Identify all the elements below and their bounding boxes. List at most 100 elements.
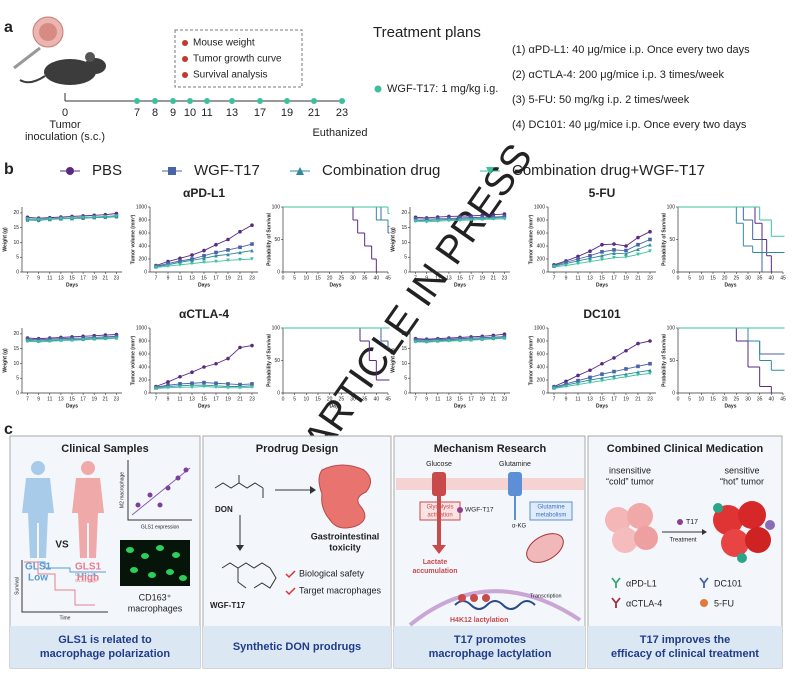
- y-tick-label: 0: [404, 390, 407, 396]
- y-tick-label: 5: [16, 376, 19, 382]
- transcription: Transcription: [530, 593, 562, 599]
- end-label: Euthanized: [312, 127, 367, 139]
- marker: [600, 257, 604, 262]
- intestine-icon: [318, 464, 371, 529]
- x-tick-label: 21: [103, 396, 109, 402]
- y-tick-label: 600: [139, 230, 148, 236]
- marker: [103, 337, 108, 341]
- y-tick-label: 800: [537, 217, 546, 223]
- legend-dot: [182, 72, 188, 78]
- box-footer: macrophage polarization: [40, 648, 170, 660]
- marker: [47, 217, 52, 221]
- x-tick-label: 9: [425, 396, 428, 402]
- marker: [624, 374, 628, 379]
- marker: [612, 251, 616, 255]
- x-tick-label: 40: [374, 275, 380, 281]
- high-label: High: [77, 573, 99, 584]
- legend-entry: Combination drug+WGF-T17: [512, 162, 705, 179]
- marker: [114, 336, 119, 341]
- legend-entry: GLS1-High: [75, 578, 98, 583]
- axis-label: Time: [60, 615, 71, 621]
- x-tick-label: 23: [502, 396, 508, 402]
- x-tick-label: 7: [553, 275, 556, 281]
- x-tick-label: 30: [350, 275, 356, 281]
- x-tick-label: 10: [699, 396, 705, 402]
- y-tick-label: 0: [672, 390, 675, 396]
- marker: [59, 338, 63, 343]
- cold-label: insensitive: [609, 465, 651, 475]
- cold-label: “cold” tumor: [606, 476, 654, 486]
- group-title: αCTLA-4: [179, 307, 229, 321]
- marker: [502, 336, 507, 341]
- person-icons: [22, 461, 104, 558]
- x-tick-label: 15: [710, 396, 716, 402]
- marker: [648, 237, 652, 242]
- timeline-day: 17: [254, 107, 266, 119]
- marker: [636, 341, 640, 346]
- marker: [624, 348, 628, 353]
- lactylation: H4K12 lactylation: [450, 617, 508, 624]
- person-head: [31, 461, 45, 475]
- cell: [738, 501, 766, 529]
- marker: [576, 261, 580, 266]
- marker: [190, 258, 194, 263]
- toxicity-label: toxicity: [329, 542, 361, 552]
- x-tick-label: 19: [479, 396, 485, 402]
- x-tick-label: 7: [414, 396, 417, 402]
- marker: [600, 253, 604, 258]
- arrow-head: [702, 529, 707, 535]
- mouse-tail: [19, 75, 46, 84]
- agent: αCTLA-4: [626, 598, 662, 608]
- marker: [576, 382, 580, 387]
- y-tick-label: 0: [16, 390, 19, 396]
- x-tick-label: 5: [293, 396, 296, 402]
- box-footer: efficacy of clinical treatment: [611, 648, 759, 660]
- y-axis-label: Probability of Survival: [266, 333, 272, 386]
- marker: [600, 372, 604, 376]
- start-label: Tumor: [49, 119, 81, 131]
- y-tick-label: 0: [16, 269, 19, 275]
- marker: [612, 248, 616, 252]
- marker: [576, 378, 580, 383]
- marker: [600, 242, 604, 247]
- marker: [588, 380, 592, 385]
- x-tick-label: 25: [339, 396, 345, 402]
- marker: [214, 361, 218, 366]
- marker: [190, 253, 194, 257]
- timeline-day: 8: [152, 107, 158, 119]
- marker: [435, 339, 440, 344]
- timeline-day: 23: [336, 107, 348, 119]
- x-tick-label: 0: [677, 275, 680, 281]
- y-axis-label: Weight (g): [2, 227, 8, 252]
- x-tick-label: 7: [155, 396, 158, 402]
- y-tick-label: 5: [404, 255, 407, 261]
- x-tick-label: 15: [599, 396, 605, 402]
- x-tick-label: 20: [722, 275, 728, 281]
- x-tick-label: 15: [599, 275, 605, 281]
- y-axis-label: Probability of Survival: [661, 212, 667, 265]
- marker: [636, 247, 640, 252]
- marker: [502, 217, 507, 221]
- arrow-head: [236, 545, 244, 551]
- legend-dot: [182, 40, 188, 46]
- marker: [588, 368, 592, 373]
- arrow-head: [310, 486, 316, 494]
- y-tick-label: 0: [277, 390, 280, 396]
- marker: [214, 381, 218, 386]
- cell: [634, 526, 658, 550]
- x-axis-label: Days: [596, 403, 608, 409]
- y-tick-label: 5: [16, 255, 19, 261]
- vs: VS: [55, 540, 69, 551]
- marker: [226, 382, 230, 386]
- glutamine-metabolism: Glutamine: [537, 505, 565, 511]
- y-tick-label: 0: [672, 269, 675, 275]
- agent: DC101: [714, 578, 742, 588]
- check-icon: [285, 570, 296, 596]
- x-tick-label: 19: [225, 275, 231, 281]
- timeline-dot: [152, 98, 158, 104]
- timeline-day: 9: [170, 107, 176, 119]
- drug-dot: [677, 519, 683, 525]
- x-tick-label: 40: [374, 396, 380, 402]
- y-tick-label: 5: [404, 376, 407, 382]
- dot: [147, 492, 153, 498]
